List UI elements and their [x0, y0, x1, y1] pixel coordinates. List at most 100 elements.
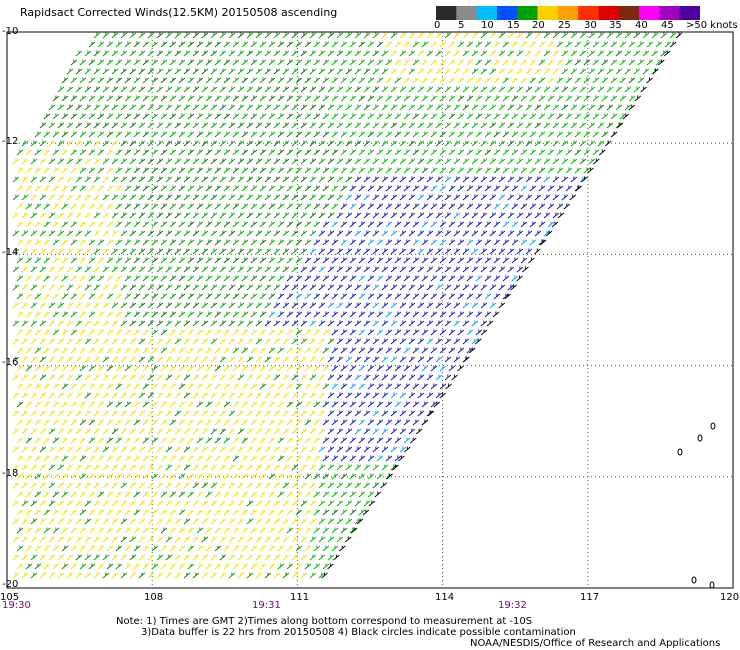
wind-barb: [120, 356, 128, 363]
wind-barb: [331, 401, 339, 408]
wind-barb: [318, 320, 326, 327]
wind-barb: [597, 104, 605, 111]
wind-barb: [192, 392, 200, 399]
wind-barb: [435, 176, 443, 183]
wind-barb: [169, 167, 177, 174]
wind-barb: [448, 149, 456, 156]
wind-barb: [66, 482, 74, 489]
wind-barb: [30, 428, 38, 435]
wind-barb: [354, 410, 362, 417]
wind-barb: [102, 554, 110, 561]
wind-barb: [237, 212, 245, 219]
wind-barb: [511, 275, 519, 282]
wind-barb: [93, 86, 101, 93]
wind-barb: [43, 491, 51, 498]
wind-barb: [120, 176, 128, 183]
wind-barb: [462, 338, 470, 345]
wind-barb: [174, 158, 182, 165]
wind-barb: [507, 158, 515, 165]
wind-barb: [57, 338, 65, 345]
wind-barb: [498, 194, 506, 201]
colorbar-swatch: [476, 6, 498, 20]
wind-barb: [264, 176, 272, 183]
wind-barb: [493, 203, 501, 210]
wind-barb: [70, 77, 78, 84]
wind-barb: [178, 293, 186, 300]
wind-barb: [340, 455, 348, 462]
wind-barb: [219, 482, 227, 489]
wind-barb: [295, 491, 303, 498]
wind-barb: [331, 203, 339, 210]
wind-barb: [124, 311, 132, 318]
wind-barb: [106, 293, 114, 300]
wind-barb: [48, 194, 56, 201]
wind-barb: [309, 536, 317, 543]
wind-barb: [372, 464, 380, 471]
wind-barb: [394, 401, 402, 408]
wind-barb: [565, 41, 573, 48]
wind-barb: [70, 131, 78, 138]
wind-barb: [39, 374, 47, 381]
wind-barb: [156, 158, 164, 165]
wind-barb: [322, 437, 330, 444]
wind-barb: [16, 347, 24, 354]
wind-barb: [165, 500, 173, 507]
wind-barb: [201, 86, 209, 93]
wind-barb: [115, 455, 123, 462]
wind-barb: [21, 356, 29, 363]
wind-barb: [124, 347, 132, 354]
wind-barb: [331, 545, 339, 552]
wind-barb: [61, 185, 69, 192]
wind-barb: [538, 59, 546, 66]
wind-barb: [651, 32, 659, 39]
wind-barb: [408, 356, 416, 363]
wind-barb: [601, 95, 609, 102]
wind-barb: [115, 509, 123, 516]
wind-barb: [138, 176, 146, 183]
wind-barb: [102, 410, 110, 417]
wind-barb: [345, 374, 353, 381]
wind-barb: [556, 185, 564, 192]
wind-barb-edge: [386, 473, 393, 480]
wind-barb: [61, 203, 69, 210]
wind-barb: [457, 257, 465, 264]
wind-barb: [273, 320, 281, 327]
wind-barb: [475, 59, 483, 66]
wind-barb: [444, 230, 452, 237]
wind-barb: [327, 194, 335, 201]
wind-barb: [93, 176, 101, 183]
wind-barb-edge: [356, 518, 364, 525]
wind-barb: [120, 320, 128, 327]
wind-barb: [331, 221, 339, 228]
wind-barb: [237, 284, 245, 291]
wind-barb: [129, 122, 137, 129]
wind-barb: [403, 77, 411, 84]
wind-barb: [466, 239, 474, 246]
wind-barb: [133, 149, 141, 156]
wind-barb: [457, 347, 465, 354]
wind-barb: [183, 392, 191, 399]
wind-barb: [363, 464, 371, 471]
wind-barb: [372, 212, 380, 219]
wind-barb: [403, 437, 411, 444]
wind-barb: [408, 302, 416, 309]
wind-barb: [277, 95, 285, 102]
wind-barb: [331, 131, 339, 138]
wind-barb: [399, 212, 407, 219]
wind-barb: [259, 401, 267, 408]
wind-barb: [570, 86, 578, 93]
lon-label: 111: [290, 592, 310, 603]
wind-barb: [610, 77, 618, 84]
wind-barb: [16, 239, 24, 246]
wind-barb: [430, 131, 438, 138]
wind-barb: [102, 518, 110, 525]
wind-barb-edge: [415, 428, 423, 435]
wind-barb: [633, 86, 641, 93]
wind-barb: [291, 392, 299, 399]
wind-barb: [205, 419, 213, 426]
wind-barb: [156, 212, 164, 219]
wind-barb: [304, 185, 312, 192]
wind-barb: [556, 113, 564, 120]
wind-barb: [322, 563, 330, 570]
wind-barb: [264, 428, 272, 435]
